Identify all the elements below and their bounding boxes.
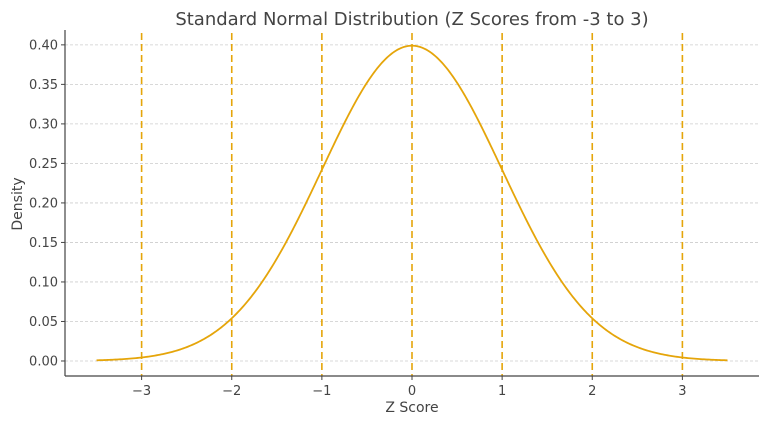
vertical-lines	[140, 33, 684, 376]
y-ticks: 0.00 0.05 0.10 0.15 0.20 0.25 0.30 0.35 0.40	[29, 38, 65, 369]
y-axis-label: Density	[10, 177, 26, 230]
y-tick-label: 0.10	[29, 275, 58, 290]
y-tick-label: 0.00	[29, 354, 58, 369]
x-ticks: −3 −2 −1 0 1 2 3	[132, 376, 687, 399]
x-tick-label: 1	[498, 384, 506, 399]
x-axis-label: Z Score	[385, 400, 438, 416]
y-tick-label: 0.20	[29, 196, 58, 211]
curve-group	[96, 44, 728, 362]
y-tick-label: 0.40	[29, 38, 58, 53]
x-tick-label: 2	[588, 384, 596, 399]
x-tick-label: −1	[312, 384, 331, 399]
y-tick-label: 0.30	[29, 117, 58, 132]
x-tick-label: −2	[222, 384, 241, 399]
y-tick-label: 0.05	[29, 315, 58, 330]
y-tick-label: 0.35	[29, 78, 58, 93]
x-tick-label: −3	[132, 384, 151, 399]
chart-title: Standard Normal Distribution (Z Scores f…	[175, 9, 648, 30]
x-tick-label: 0	[408, 384, 416, 399]
x-tick-label: 3	[678, 384, 686, 399]
normal-curve	[96, 44, 728, 362]
y-tick-label: 0.25	[29, 157, 58, 172]
y-tick-label: 0.15	[29, 236, 58, 251]
